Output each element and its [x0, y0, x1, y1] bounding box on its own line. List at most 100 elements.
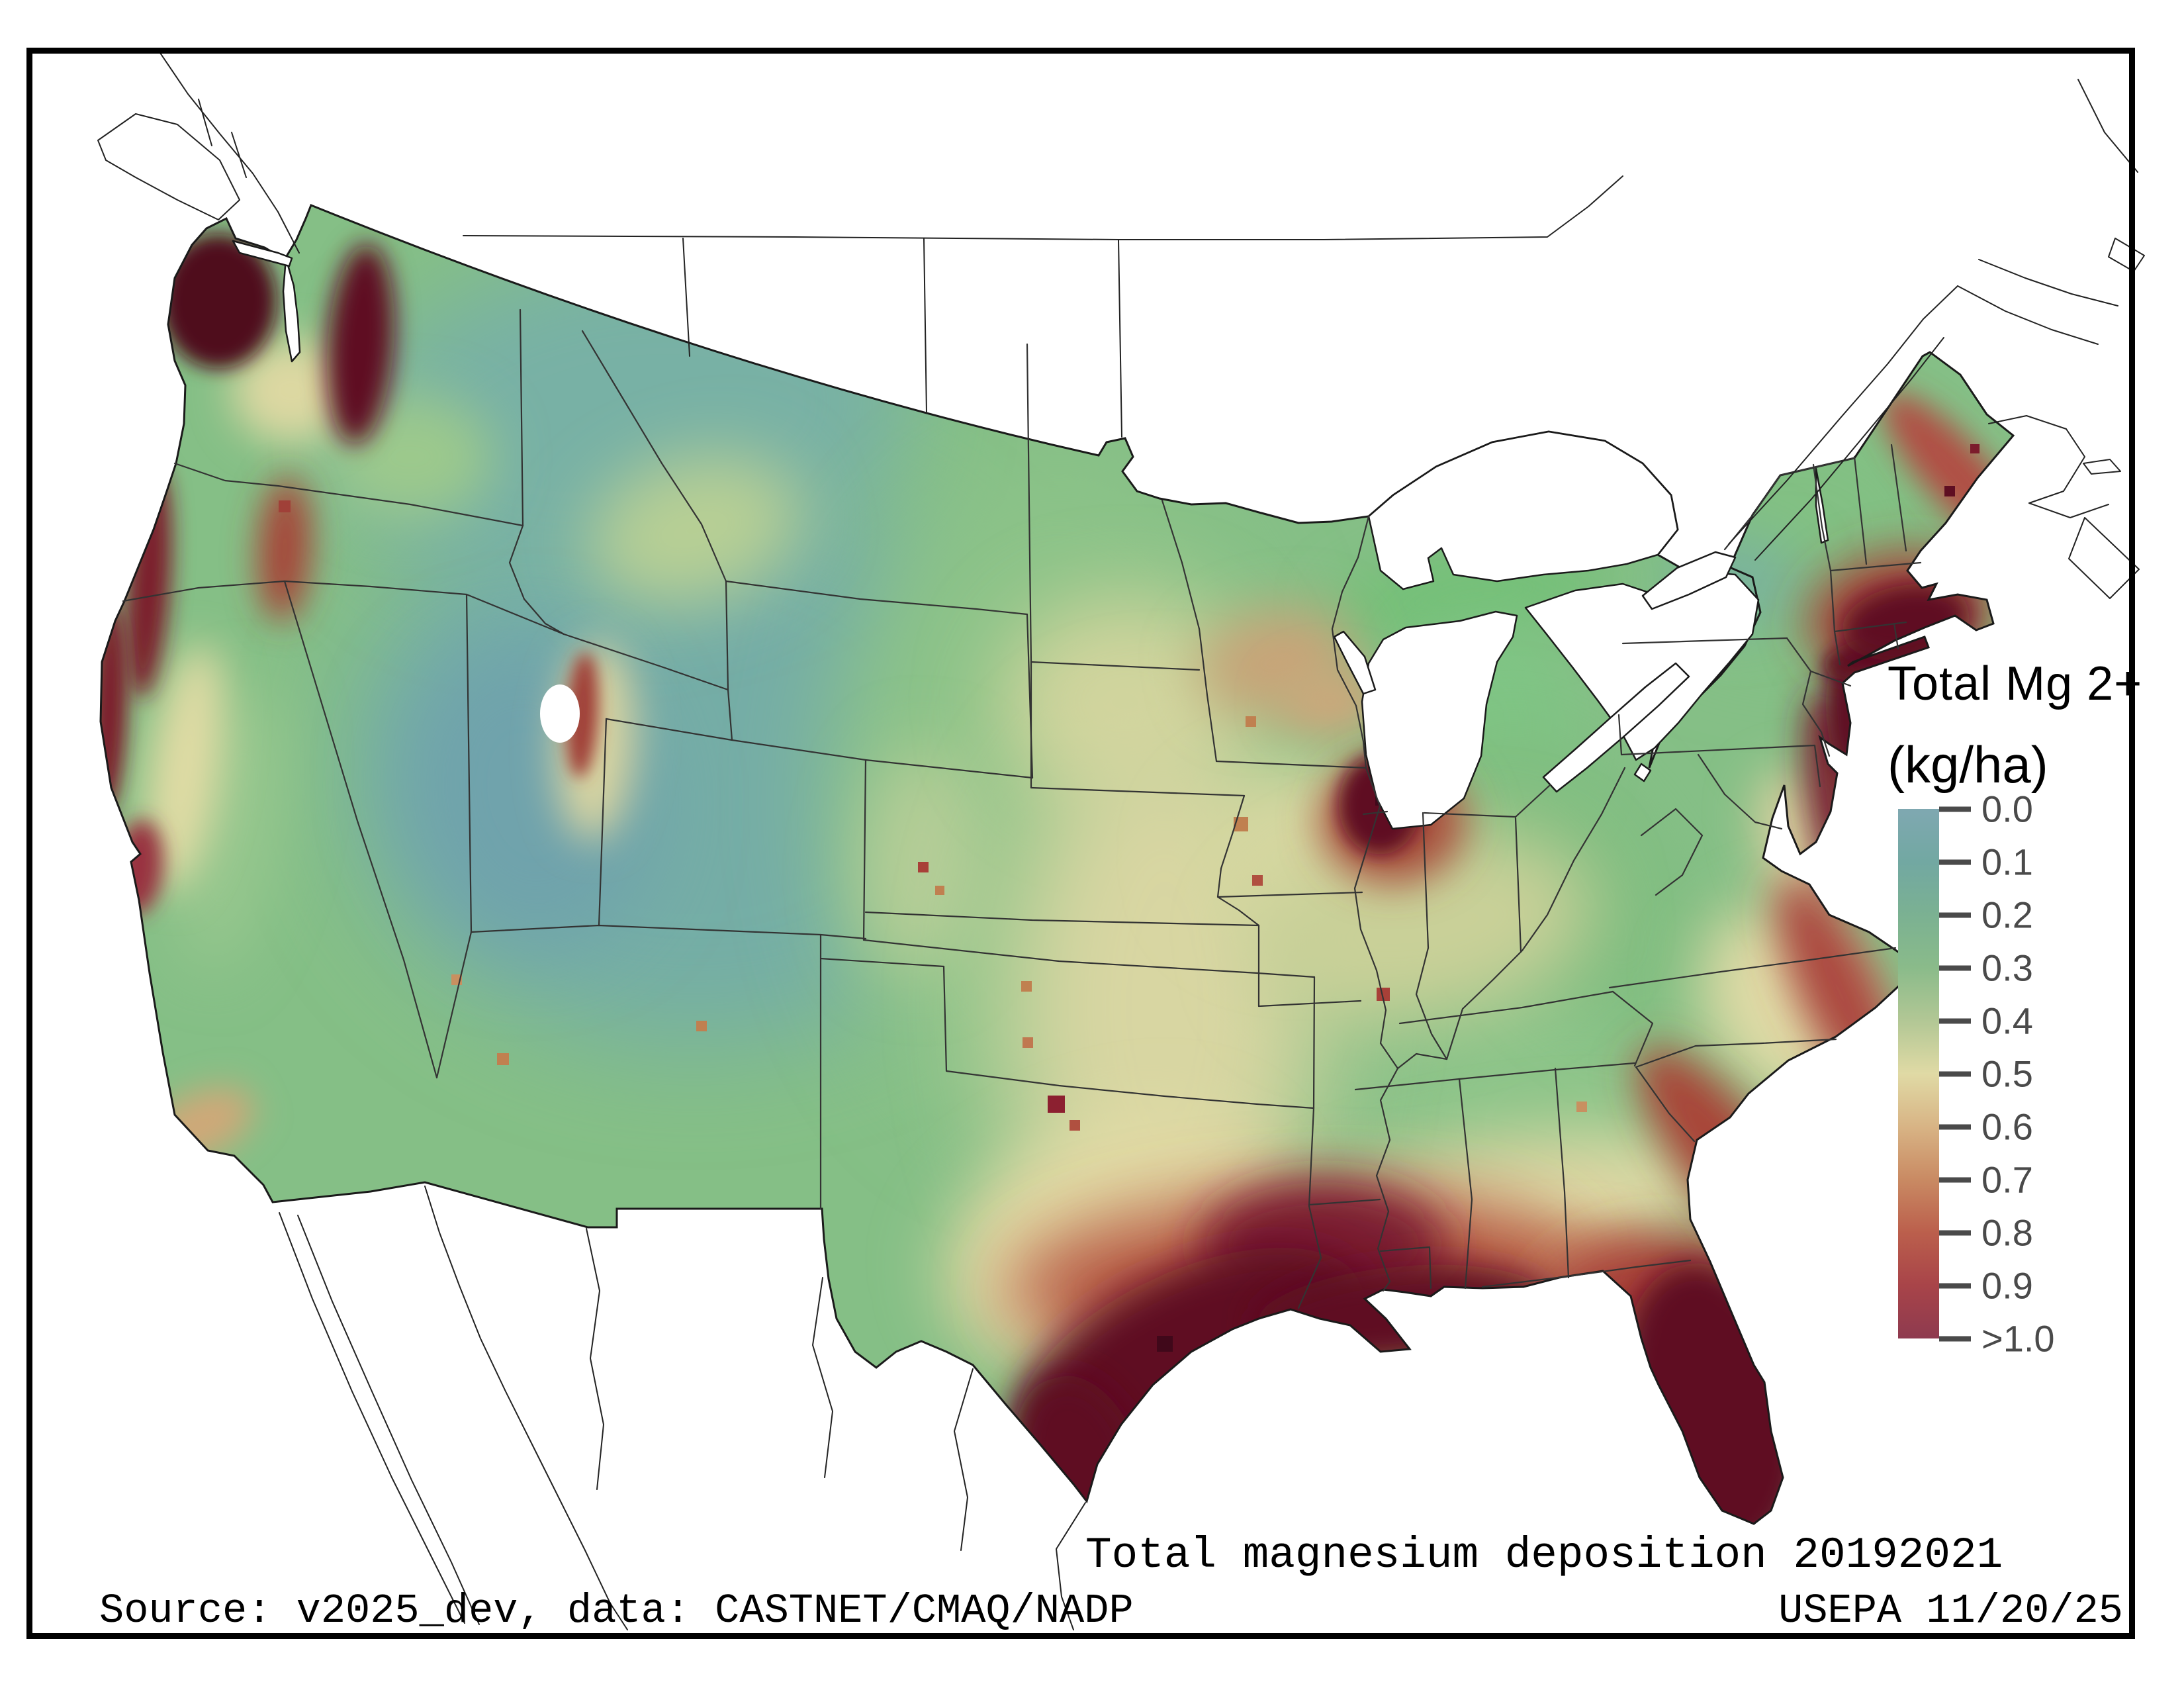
new-brunswick	[1988, 415, 2085, 504]
hotspot-denver	[918, 862, 929, 872]
legend-units: (kg/ha)	[1888, 735, 2048, 794]
legend-colorbar	[1898, 809, 1939, 1338]
source-caption: Source: v2025_dev, data: CASTNET/CMAQ/NA…	[99, 1587, 1134, 1634]
international-outlines	[97, 52, 2145, 1630]
mexico-state-line-1	[586, 1228, 604, 1490]
legend-tick-label: 0.3	[1981, 947, 2033, 989]
legend-tick-0.8: 0.8	[1939, 1211, 2033, 1254]
hotspot-dallas-fort-worth	[1048, 1096, 1065, 1113]
legend-tick-label: 0.4	[1981, 1000, 2033, 1042]
hotspot-houston	[1157, 1336, 1173, 1352]
legend-tick-label: 0.8	[1981, 1211, 2033, 1254]
strait-juan-de-fuca	[232, 240, 293, 267]
mexico-state-line-3	[954, 1368, 974, 1551]
lake-ontario	[1641, 551, 1737, 610]
hotspot-dallas-2	[1069, 1120, 1080, 1131]
legend-tick-mark	[1939, 1336, 1971, 1341]
legend-tick-label: 0.9	[1981, 1264, 2033, 1307]
legend-tick-mark	[1939, 806, 1971, 812]
region-washington-cascades-maroon	[327, 244, 394, 445]
legend-tick-0.1: 0.1	[1939, 841, 2033, 884]
hotspot-minneapolis	[1246, 716, 1256, 727]
legend-tick-label: 0.5	[1981, 1053, 2033, 1095]
map-title: Total magnesium deposition 20192021	[1085, 1530, 2003, 1580]
mexico-sonora-coast	[424, 1186, 628, 1630]
legend-tick-0.3: 0.3	[1939, 947, 2033, 990]
lake-superior	[1367, 430, 1679, 590]
legend-tick-0.5: 0.5	[1939, 1053, 2033, 1096]
province-line-mb-on	[1118, 239, 1122, 438]
hotspot-albuquerque	[696, 1021, 707, 1031]
bc-inlet-2	[231, 132, 247, 178]
legend-tick-mark	[1939, 1018, 1971, 1023]
legend-tick-0.4: 0.4	[1939, 1000, 2033, 1043]
canada-border-49n	[463, 175, 1623, 240]
great-lakes	[232, 240, 1829, 830]
hotspot-denver-2	[935, 886, 944, 895]
legend-tick-0.0: 0.0	[1939, 788, 2033, 831]
region-olympic-peninsula-maroon	[160, 234, 277, 369]
st-lawrence-south-shore	[1728, 285, 1958, 545]
region-wisconsin-tan	[1277, 667, 1383, 736]
region-salt-lake-red	[566, 652, 599, 778]
gaspe-shore-1	[1957, 285, 2099, 345]
legend-tick-mark	[1939, 1230, 1971, 1235]
legend-title: Total Mg 2+	[1888, 657, 2143, 710]
lake-michigan	[1361, 610, 1518, 830]
hotspot-oklahoma-city	[1023, 1037, 1033, 1048]
state-borders	[122, 308, 1922, 1309]
st-lawrence-north-shore	[1754, 337, 1944, 561]
legend-tick-0.9: 0.9	[1939, 1264, 2033, 1307]
legend-ticks: 0.0 0.1 0.2 0.3 0.4 0.5 0.6 0.7 0.8 0.9 >1.0	[1939, 788, 2151, 1360]
legend-tick-label: 0.1	[1981, 841, 2033, 883]
lake-st-clair	[1633, 763, 1652, 782]
legend-tick-label: 0.0	[1981, 788, 2033, 830]
hotspot-st-louis	[1377, 988, 1390, 1001]
legend-tick-mark	[1939, 965, 1971, 970]
hotspot-portland-me	[1944, 486, 1955, 496]
legend-tick-0.6: 0.6	[1939, 1105, 2033, 1149]
green-bay	[1333, 630, 1377, 695]
legend-tick-mark	[1939, 1283, 1971, 1288]
agency-date-caption: USEPA 11/20/25	[1778, 1587, 2123, 1634]
region-puget-lowland-cream	[232, 338, 351, 444]
region-california-valley-cream	[145, 643, 226, 893]
mexico-gulf-coast	[1056, 1502, 1086, 1630]
legend-tick-mark	[1939, 1071, 1971, 1076]
mexico-state-line-2	[812, 1277, 833, 1478]
province-line-sk-mb	[923, 238, 927, 414]
legend-tick-label: 0.2	[1981, 894, 2033, 936]
gaspe-shore-2	[1978, 259, 2118, 306]
bc-coast	[159, 52, 300, 254]
baja-west-coast	[279, 1212, 465, 1624]
quebec-coast	[2077, 79, 2138, 173]
legend-tick-label: 0.7	[1981, 1158, 2033, 1201]
puget-sound	[282, 257, 301, 363]
region-california-coast-maroon	[101, 602, 128, 814]
hotspot-phoenix	[497, 1053, 509, 1065]
province-line-ab-sk	[682, 238, 690, 357]
region-montana-rockies-light	[588, 453, 802, 606]
bc-inlet-1	[198, 99, 212, 146]
great-salt-lake	[540, 684, 580, 743]
hotspot-maine-coast-dot	[1970, 444, 1979, 453]
legend-tick-label: >1.0	[1981, 1317, 2055, 1360]
legend-tick-0.2: 0.2	[1939, 894, 2033, 937]
lake-erie	[1542, 662, 1690, 793]
vancouver-island	[97, 113, 240, 220]
page-frame	[26, 48, 2135, 1639]
legend-tick-mark	[1939, 1124, 1971, 1129]
legend-tick-mark	[1939, 912, 1971, 917]
region-ohio-valley-pale	[1252, 830, 1594, 1023]
hotspot-portland-or	[279, 500, 291, 512]
legend-tick->1.0: >1.0	[1939, 1317, 2055, 1360]
region-oregon-cascades-red	[257, 477, 312, 622]
hotspot-wichita	[1021, 981, 1032, 992]
hotspot-atlanta	[1576, 1102, 1587, 1112]
prince-edward-island	[2083, 459, 2121, 475]
legend: Total Mg 2+ (kg/ha) 0.0 0.1 0.2 0.3 0.4 0.5 0.…	[1888, 657, 2165, 1360]
bay-of-fundy	[2028, 502, 2109, 518]
legend-tick-mark	[1939, 859, 1971, 865]
